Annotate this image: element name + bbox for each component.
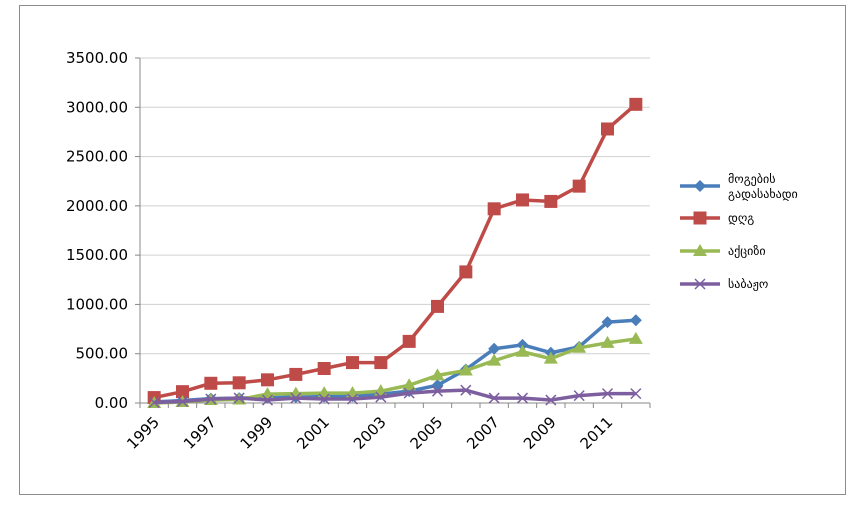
legend-swatch-marker [694,278,706,290]
x-tick-label: 1999 [237,413,277,453]
data-point [261,394,274,406]
x-tick-label: 2011 [577,413,617,453]
data-point [205,393,217,405]
legend-label: აქციზი [728,244,766,258]
data-point [601,388,614,400]
data-point [628,331,643,344]
data-point [600,335,615,348]
data-point [458,363,473,376]
data-point [545,394,557,406]
x-tick-label: 2007 [463,413,503,453]
data-point [601,122,614,136]
x-tick-label: 2001 [293,413,333,453]
x-tick-label: 2005 [407,413,447,453]
y-tick-label: 500.00 [76,345,129,363]
data-point [572,179,586,193]
data-point [516,392,529,404]
series-line [154,388,636,405]
data-point [488,342,501,355]
data-point [488,392,500,404]
data-point [204,376,218,390]
x-tick-label: 2003 [350,413,390,453]
data-point [430,368,445,381]
data-point [261,373,274,387]
legend-swatch-marker [693,211,707,225]
data-point [431,385,444,397]
data-point [460,384,472,396]
y-tick-label: 2500.00 [66,148,128,166]
data-point [233,392,245,404]
x-tick-label: 2009 [520,413,560,453]
y-tick-label: 2000.00 [66,197,128,215]
data-point [289,367,303,381]
data-point [290,392,302,404]
data-point [375,391,387,403]
data-point [346,393,359,405]
data-point [516,193,529,207]
data-point [176,385,189,399]
data-point [346,356,359,370]
legend-label: დღგ [728,211,754,225]
data-point [572,340,587,353]
data-point [317,362,331,375]
y-tick-label: 0.00 [95,394,128,412]
y-tick-label: 1000.00 [66,295,128,313]
data-point [544,194,558,208]
data-point [402,378,417,391]
data-point [601,316,614,329]
data-point [402,334,416,348]
data-point [459,265,473,279]
data-point [232,376,246,390]
data-point [176,395,189,408]
y-tick-label: 3000.00 [66,98,128,116]
legend-label: გადასახადი [728,187,798,201]
data-point [573,390,585,402]
legend-label: საბაჟო [728,277,768,291]
data-point [374,356,388,370]
data-point [515,344,530,357]
legend-swatch-marker [694,180,706,192]
x-tick-label: 1995 [123,413,163,453]
data-point [629,314,642,327]
data-point [630,388,642,400]
data-point [148,396,160,409]
data-point [403,387,415,399]
data-point [487,202,501,216]
legend-label: მოგების [728,172,775,186]
data-point [487,353,502,366]
data-point [318,393,330,405]
data-point [431,299,444,313]
y-tick-label: 1500.00 [66,246,128,264]
legend-swatch-marker [693,244,707,256]
data-point [288,386,303,399]
x-tick-label: 1997 [180,413,220,453]
y-tick-label: 3500.00 [66,49,128,67]
data-point [629,97,643,111]
data-point [543,351,558,364]
